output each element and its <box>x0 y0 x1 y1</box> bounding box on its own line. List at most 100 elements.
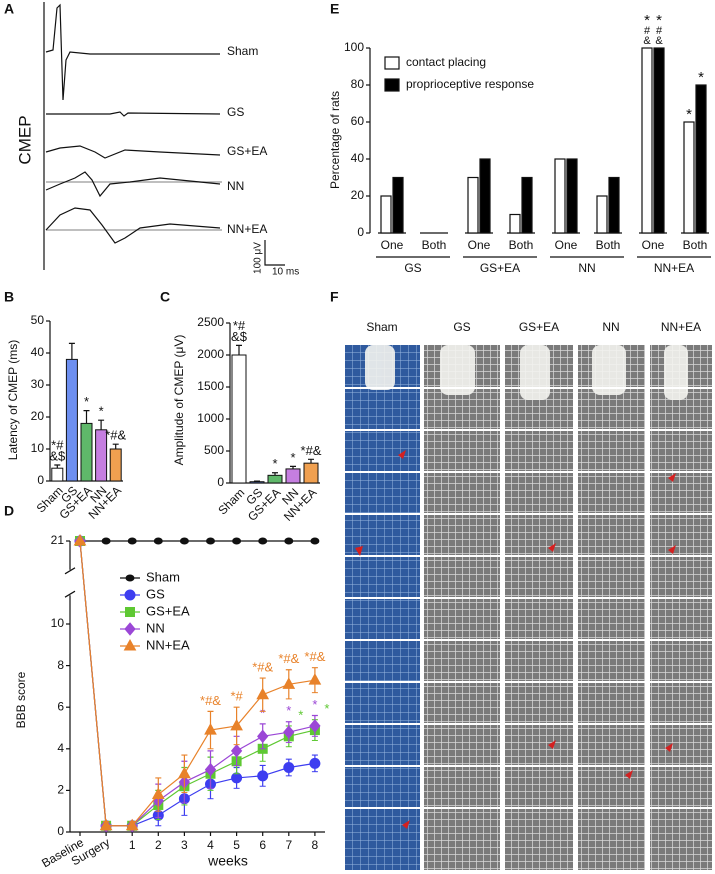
annotation: *# <box>51 437 64 452</box>
y-tick-label: 40 <box>31 345 45 359</box>
annotation: * <box>698 69 704 86</box>
x-tick-label: Both <box>509 238 534 252</box>
marker <box>125 818 139 831</box>
legend-label: NN <box>146 620 165 635</box>
y-tick-label: 0 <box>357 225 364 239</box>
marker <box>283 762 295 774</box>
column-label: NN+EA <box>661 320 701 334</box>
marker <box>308 673 322 685</box>
marker <box>127 537 137 545</box>
scale-label: 100 μV <box>253 242 264 274</box>
legend-label: NN+EA <box>146 637 190 652</box>
marker <box>178 766 191 779</box>
x-tick-label: 4 <box>207 838 214 852</box>
marker <box>310 537 320 545</box>
bar <box>249 481 265 484</box>
x-tick-label: One <box>642 238 665 252</box>
bar <box>608 176 620 234</box>
annotation: * <box>298 707 303 722</box>
trace-label: GS <box>227 105 244 119</box>
marker <box>309 757 321 769</box>
photo-grid <box>345 345 712 870</box>
x-tick-label: 1 <box>129 838 136 852</box>
trace <box>45 3 220 101</box>
column-label: GS+EA <box>519 320 559 334</box>
x-tick-label: 5 <box>233 838 240 852</box>
panel-label: A <box>4 1 14 17</box>
bar <box>109 448 122 482</box>
y-tick-label: 50 <box>31 313 45 327</box>
annotation: &$ <box>231 329 248 344</box>
bar <box>521 176 533 234</box>
photo <box>505 345 573 870</box>
panel-label: F <box>330 289 339 305</box>
x-tick-label: Both <box>596 238 621 252</box>
marker <box>101 537 111 545</box>
bar <box>467 176 479 234</box>
y-tick-label: 10 <box>51 616 65 630</box>
error-bar <box>236 344 242 355</box>
annotation: # <box>656 25 663 37</box>
annotation: * <box>99 404 104 419</box>
y-tick-label: 21 <box>51 533 65 547</box>
legend-swatch <box>384 56 400 70</box>
annotation: *#& <box>105 428 126 443</box>
marker <box>257 729 269 744</box>
marker <box>125 574 135 582</box>
y-axis-label: Latency of CMEP (ms) <box>6 340 20 460</box>
bar <box>303 462 319 484</box>
group-label: NN <box>578 261 595 275</box>
legend-swatch <box>384 78 400 92</box>
y-tick-label: 6 <box>57 699 64 713</box>
panel-label: D <box>4 503 14 519</box>
error-bar <box>68 342 75 360</box>
annotation: * <box>656 12 662 29</box>
x-tick-label: 2 <box>155 838 162 852</box>
y-tick-label: 8 <box>57 658 64 672</box>
bar <box>683 121 695 234</box>
marker <box>204 723 217 735</box>
annotation: *# <box>233 318 246 333</box>
marker <box>230 718 243 731</box>
annotation: *#& <box>278 651 299 666</box>
marker <box>231 772 243 784</box>
panel-label: E <box>330 1 339 17</box>
y-tick-label: 0 <box>57 824 64 838</box>
annotation: # <box>644 25 651 37</box>
bar <box>285 468 301 484</box>
annotation: *#& <box>200 693 221 708</box>
x-tick-label: Sham <box>215 485 247 517</box>
legend-label: GS+EA <box>146 603 190 618</box>
series-line <box>79 540 315 827</box>
marker <box>258 537 268 545</box>
error-bar <box>54 464 61 469</box>
marker <box>284 537 294 545</box>
bar <box>65 358 78 482</box>
bar <box>380 195 392 234</box>
x-tick-label: 8 <box>312 838 319 852</box>
trace-label: Sham <box>227 44 258 58</box>
trace <box>45 171 221 198</box>
bar <box>80 422 93 482</box>
bar <box>392 176 404 234</box>
cmep-traces <box>43 2 285 270</box>
x-tick-label: One <box>468 238 491 252</box>
y-tick-label: 0 <box>217 475 224 489</box>
series-line <box>79 540 315 827</box>
bar <box>267 474 283 484</box>
annotation: &$ <box>49 448 66 463</box>
bar <box>554 158 566 234</box>
y-tick-label: 80 <box>351 77 365 91</box>
annotation: *#& <box>301 443 322 458</box>
trace <box>45 207 221 244</box>
x-tick-label: 3 <box>181 838 188 852</box>
bar <box>641 47 653 234</box>
annotation: & <box>655 35 663 47</box>
column-label: Sham <box>366 320 397 334</box>
y-tick-label: 2500 <box>197 315 224 329</box>
bar <box>653 47 665 234</box>
group-label: NN+EA <box>654 261 694 275</box>
marker <box>256 687 270 700</box>
marker <box>230 744 243 758</box>
panel-label: B <box>4 289 14 305</box>
